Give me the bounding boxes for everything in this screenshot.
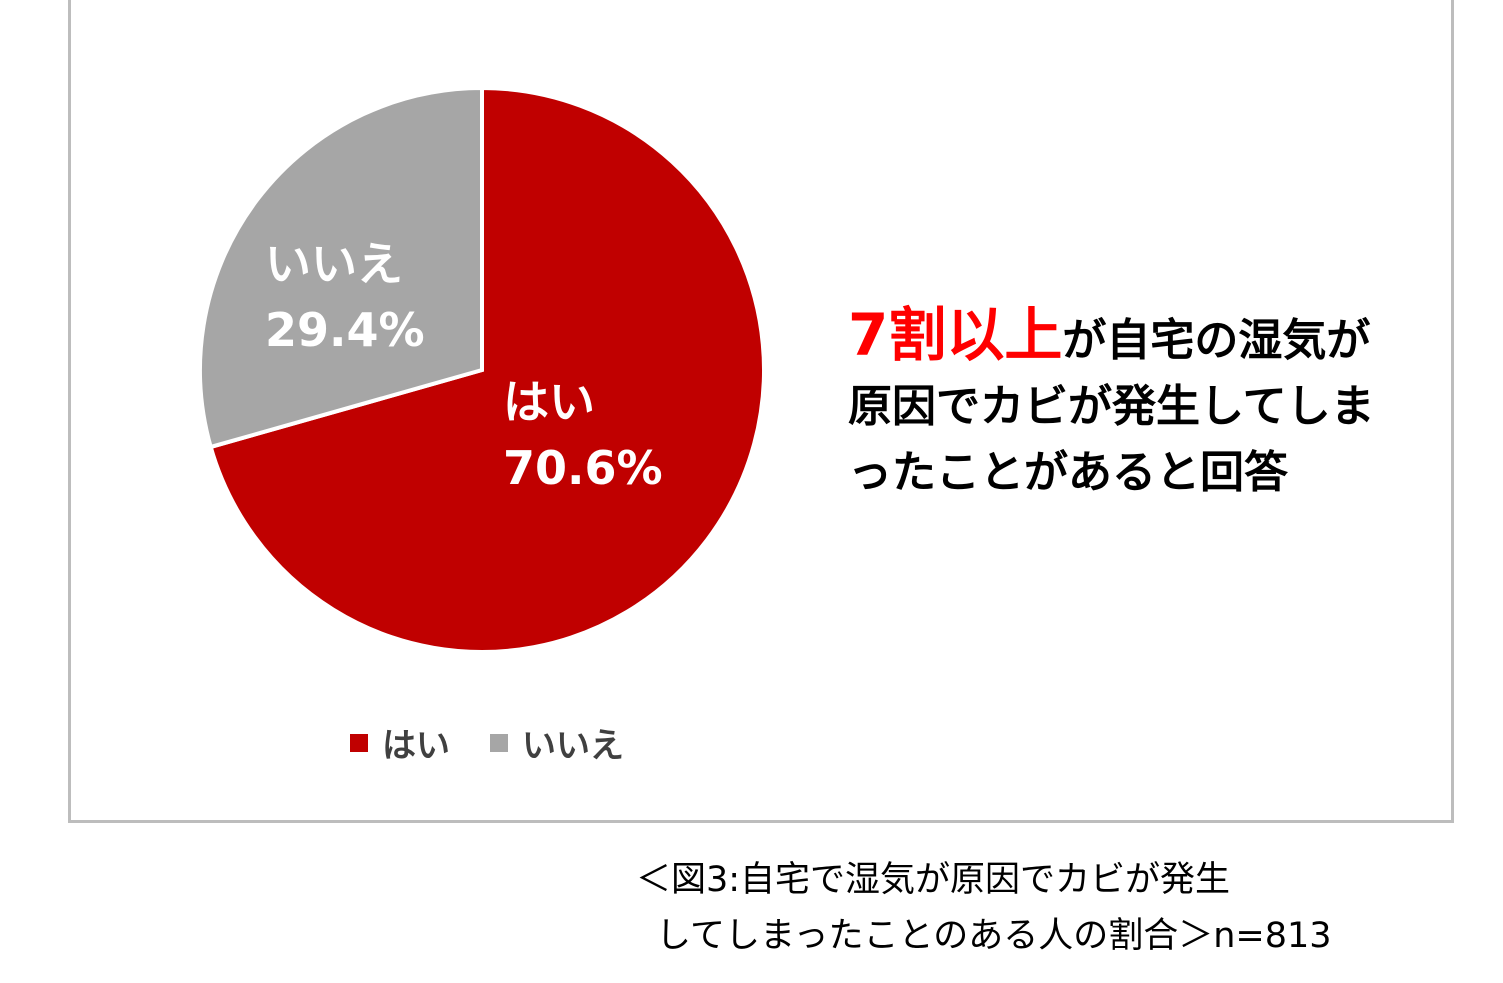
caption-line-2: してしまったことのある人の割合＞n=813 bbox=[656, 916, 1332, 956]
pie-slices bbox=[198, 85, 766, 654]
headline-rest: が自宅の湿気が原因でカビが発生してしまったことがあると回答 bbox=[848, 315, 1375, 498]
chart-legend: はい いいえ bbox=[350, 718, 664, 767]
slice-label-no-value: 29.4% bbox=[265, 303, 425, 357]
legend-swatch-yes bbox=[350, 733, 368, 752]
slice-label-yes-value: 70.6% bbox=[503, 441, 663, 495]
slice-label-yes-name: はい bbox=[503, 375, 595, 429]
figure-caption: ＜図3:自宅で湿気が原因でカビが発生 してしまったことのある人の割合＞n=813 bbox=[636, 852, 1332, 964]
legend-label-yes: はい bbox=[382, 726, 450, 766]
pie-slice-no bbox=[198, 85, 484, 450]
legend-swatch-no bbox=[490, 733, 508, 752]
headline-emphasis: 7割以上 bbox=[848, 301, 1063, 369]
pie-labels: はい 70.6% いいえ 29.4% bbox=[265, 237, 663, 495]
legend-label-no: いいえ bbox=[522, 726, 624, 766]
slice-label-no-name: いいえ bbox=[265, 237, 403, 291]
pie-slice-yes bbox=[208, 85, 766, 654]
headline-annotation: 7割以上が自宅の湿気が原因でカビが発生してしまったことがあると回答 bbox=[848, 302, 1408, 506]
legend-item-no: いいえ bbox=[490, 718, 624, 767]
caption-line-1: ＜図3:自宅で湿気が原因でカビが発生 bbox=[636, 860, 1231, 900]
legend-item-yes: はい bbox=[350, 718, 450, 767]
